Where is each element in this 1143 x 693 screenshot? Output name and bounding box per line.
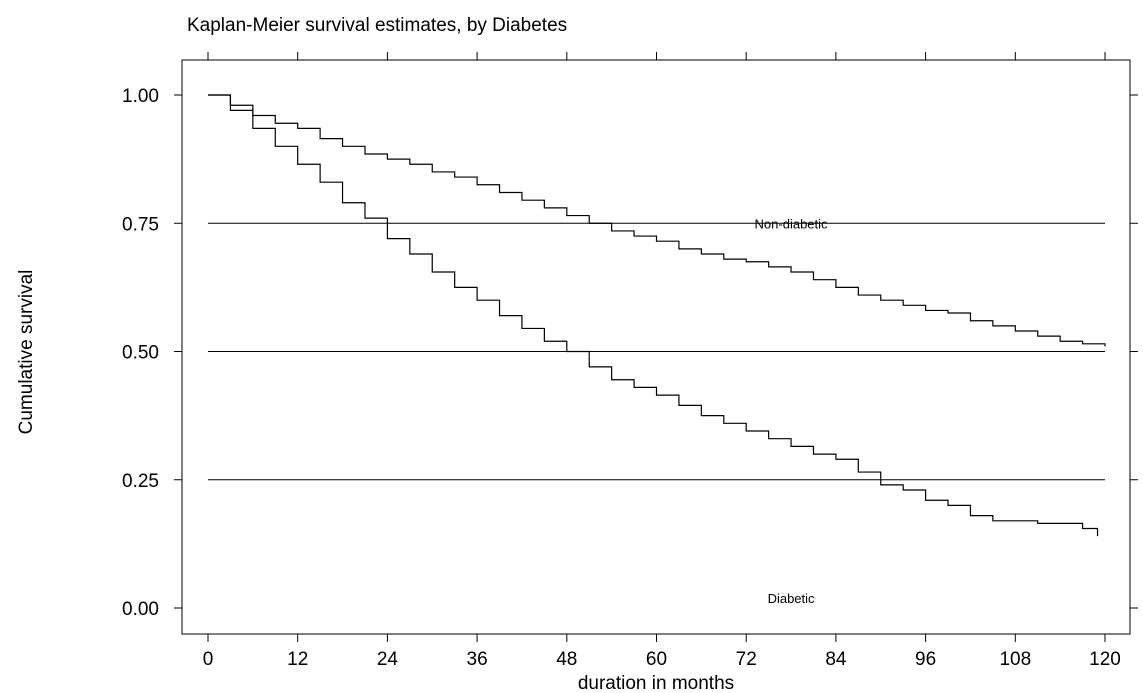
plot-frame — [181, 59, 1131, 635]
y-tick-label: 0.25 — [122, 471, 159, 492]
x-tick-label: 60 — [646, 649, 667, 670]
x-axis-label: duration in months — [578, 673, 734, 693]
x-tick-label: 96 — [915, 649, 936, 670]
series-line-non-diabetic — [208, 94, 1106, 347]
x-tick-label: 108 — [999, 649, 1031, 670]
gridlines — [208, 222, 1105, 481]
x-tick-label: 48 — [556, 649, 577, 670]
curve-annotations: Non-diabetic Diabetic — [755, 216, 828, 605]
series-lines — [208, 94, 1106, 537]
x-tick-label: 120 — [1089, 649, 1121, 670]
annotation-diabetic: Diabetic — [768, 591, 815, 606]
x-tick-label: 36 — [467, 649, 488, 670]
axis-ticks — [174, 52, 1138, 642]
x-tick-label: 24 — [377, 649, 399, 670]
chart-title: Kaplan-Meier survival estimates, by Diab… — [187, 15, 567, 36]
x-tick-labels: 0 12 24 36 48 60 72 84 96 108 120 — [203, 649, 1121, 670]
y-tick-label: 0.00 — [122, 599, 159, 620]
y-tick-labels: 0.00 0.25 0.50 0.75 1.00 — [122, 86, 159, 620]
x-tick-label: 0 — [203, 649, 214, 670]
y-tick-label: 0.75 — [122, 214, 159, 235]
y-tick-label: 1.00 — [122, 86, 159, 107]
y-axis-label: Cumulative survival — [16, 270, 37, 435]
y-tick-label: 0.50 — [122, 343, 159, 364]
x-tick-label: 84 — [825, 649, 847, 670]
x-tick-label: 12 — [287, 649, 308, 670]
x-tick-label: 72 — [736, 649, 757, 670]
series-line-diabetic — [208, 94, 1099, 537]
annotation-non-diabetic: Non-diabetic — [755, 216, 828, 231]
